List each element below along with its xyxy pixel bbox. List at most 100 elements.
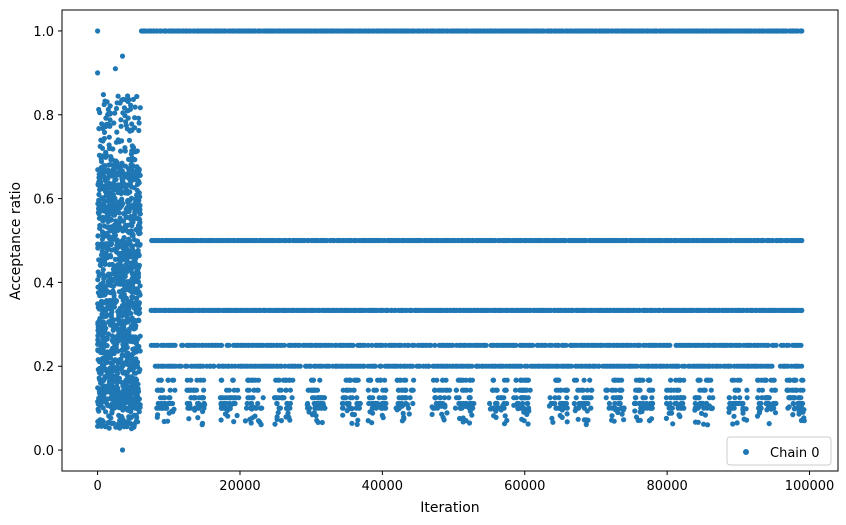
- data-point: [700, 400, 706, 407]
- data-point: [588, 405, 594, 411]
- data-point: [99, 236, 105, 242]
- data-point: [120, 369, 126, 375]
- data-point: [404, 401, 410, 408]
- data-point: [249, 415, 255, 421]
- y-tick-label: 0.8: [33, 109, 54, 124]
- data-point: [311, 410, 317, 416]
- data-point: [452, 405, 459, 411]
- data-point: [121, 105, 127, 111]
- data-point: [249, 400, 255, 407]
- data-point: [512, 387, 519, 393]
- data-point: [96, 191, 102, 198]
- data-point: [340, 412, 346, 418]
- data-point: [584, 387, 591, 393]
- data-point: [116, 251, 122, 258]
- data-point: [426, 363, 432, 369]
- data-point: [469, 363, 475, 369]
- data-point: [137, 202, 143, 209]
- data-point: [463, 403, 469, 409]
- data-point: [97, 290, 103, 296]
- data-point: [361, 363, 367, 369]
- data-point: [609, 417, 615, 423]
- data-point: [281, 342, 287, 348]
- data-point: [114, 159, 120, 165]
- data-point: [128, 414, 135, 420]
- data-point: [455, 377, 461, 383]
- data-point: [276, 377, 282, 383]
- data-point: [495, 395, 501, 401]
- data-point: [135, 181, 141, 187]
- data-point: [120, 256, 126, 263]
- x-axis: 0 20000 40000 60000 80000 100000: [93, 471, 834, 494]
- data-point: [430, 377, 437, 383]
- data-point: [437, 395, 443, 401]
- data-point: [231, 419, 237, 425]
- data-point: [740, 407, 746, 413]
- data-point: [407, 395, 413, 401]
- data-point: [518, 377, 524, 383]
- data-point: [615, 409, 621, 416]
- data-point: [106, 319, 112, 325]
- data-point: [196, 395, 202, 401]
- data-point: [559, 400, 565, 407]
- data-point: [587, 377, 593, 383]
- data-point: [490, 387, 496, 393]
- data-point: [119, 53, 126, 59]
- data-point: [95, 341, 101, 347]
- data-point: [553, 387, 559, 393]
- data-point: [773, 342, 779, 348]
- data-point: [432, 387, 438, 393]
- data-point: [530, 342, 536, 348]
- data-point: [109, 271, 115, 277]
- data-point: [376, 395, 382, 401]
- data-point: [128, 303, 134, 309]
- data-point: [135, 270, 142, 276]
- data-point: [787, 377, 793, 383]
- x-tick-label: 40000: [362, 479, 403, 494]
- data-point: [585, 417, 591, 423]
- data-point: [165, 377, 171, 383]
- data-point: [676, 412, 682, 418]
- data-point: [119, 413, 125, 420]
- data-point: [315, 400, 321, 407]
- data-point: [219, 342, 225, 348]
- data-point: [200, 408, 206, 415]
- data-point: [637, 377, 643, 383]
- data-point: [525, 395, 531, 401]
- data-point: [378, 363, 384, 369]
- data-point: [349, 395, 355, 401]
- data-point: [98, 392, 104, 398]
- data-point: [135, 317, 142, 323]
- data-point: [118, 241, 124, 247]
- data-point: [411, 377, 417, 383]
- data-point: [799, 28, 805, 34]
- data-point: [104, 224, 110, 230]
- data-point: [116, 201, 122, 207]
- data-point: [663, 415, 670, 421]
- data-point: [439, 411, 445, 417]
- data-point: [278, 418, 284, 424]
- data-point: [314, 417, 320, 423]
- data-point: [136, 222, 142, 228]
- data-point: [583, 421, 589, 428]
- data-point: [127, 384, 133, 390]
- y-tick-label: 1.0: [33, 25, 54, 40]
- data-point: [97, 143, 103, 149]
- data-point: [546, 403, 553, 409]
- data-point: [137, 172, 143, 178]
- data-point: [563, 342, 569, 348]
- data-point: [799, 307, 805, 313]
- data-point: [613, 377, 619, 383]
- data-point: [319, 419, 325, 426]
- data-point: [758, 400, 764, 407]
- data-point: [96, 257, 102, 263]
- data-point: [104, 99, 110, 105]
- data-point: [107, 252, 113, 259]
- data-point: [121, 347, 127, 353]
- data-point: [134, 382, 140, 388]
- data-point: [801, 407, 807, 413]
- data-point: [135, 386, 141, 392]
- data-point: [696, 403, 702, 410]
- data-point: [706, 395, 713, 401]
- data-point: [109, 278, 115, 284]
